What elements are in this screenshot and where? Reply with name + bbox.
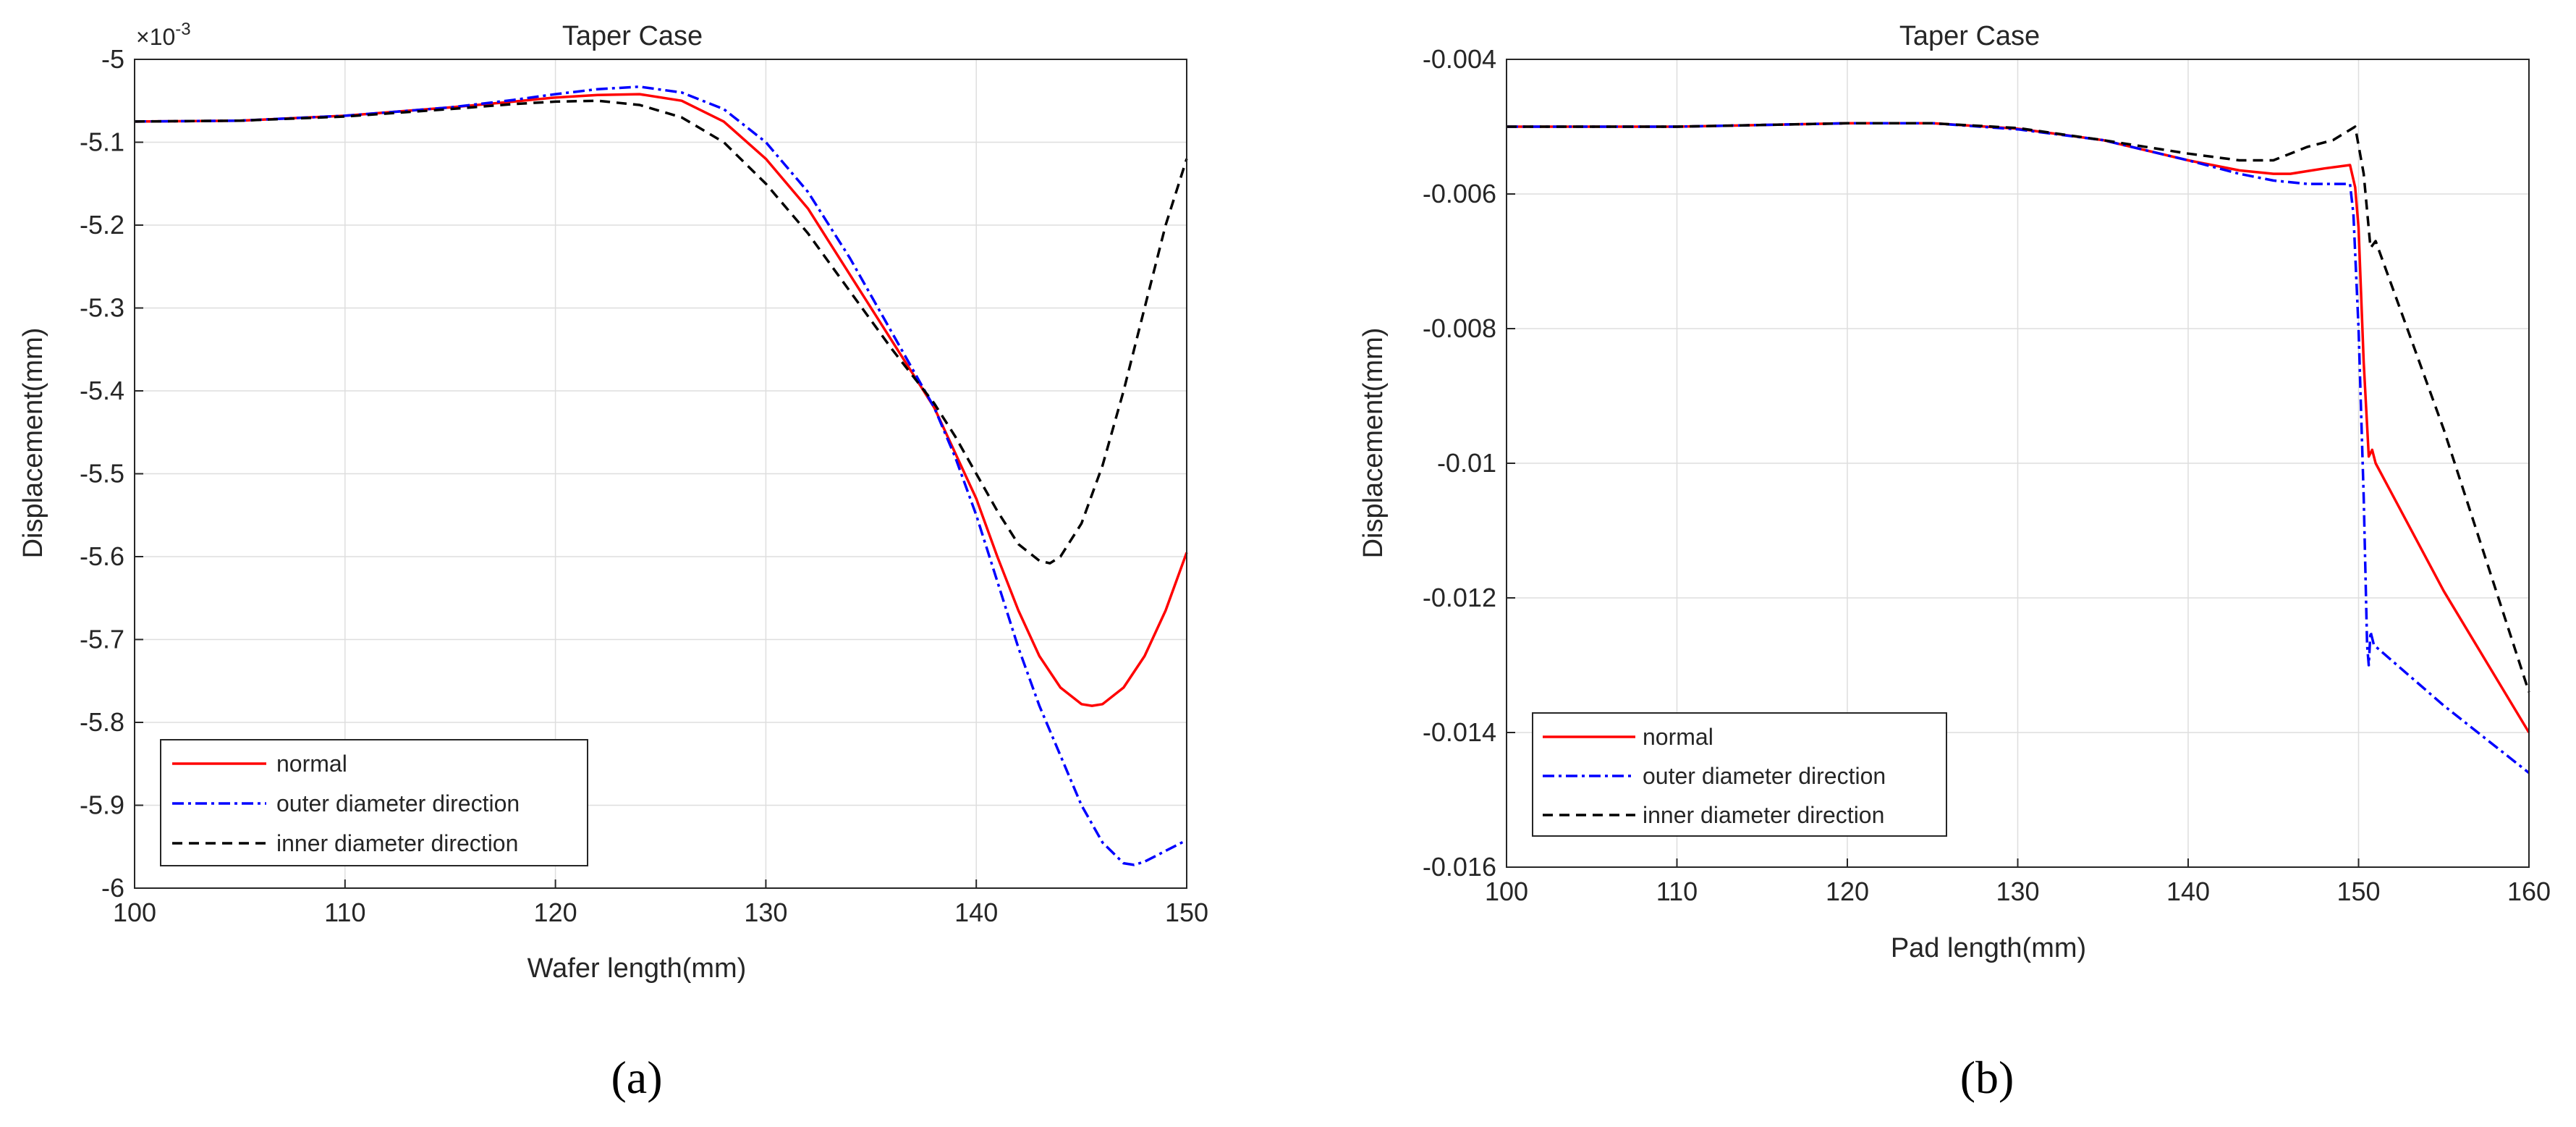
chart-a-series-inner-diameter-direction bbox=[134, 99, 1188, 565]
chart-b-legend: normal outer diameter direction inner di… bbox=[1532, 712, 1947, 837]
chart-b-xtick-label: 130 bbox=[1996, 877, 2039, 906]
chart-a-xtick-label: 140 bbox=[954, 898, 998, 927]
chart-a-y-multiplier: ×10-3 bbox=[136, 20, 191, 50]
chart-a-ytick-label: -5.3 bbox=[80, 293, 124, 323]
chart-b-ytick-label: -0.016 bbox=[1423, 852, 1496, 882]
chart-b-series-lines bbox=[1507, 122, 2530, 774]
chart-b-legend-label-inner: inner diameter direction bbox=[1643, 802, 1884, 828]
chart-a-ytick-label: -5 bbox=[101, 44, 124, 74]
chart-a-ytick-label: -6 bbox=[101, 873, 124, 903]
chart-b-ylabel: Displacement(mm) bbox=[1358, 328, 1389, 559]
chart-a-ytick-label: -5.4 bbox=[80, 376, 124, 405]
chart-a-legend: normal outer diameter direction inner di… bbox=[160, 739, 588, 866]
chart-panel-a: Taper Case ×10-3 Displacement(mm) Wafer … bbox=[18, 20, 1208, 1103]
chart-a-ytick-label: -5.1 bbox=[80, 127, 124, 157]
chart-b-ytick-label: -0.014 bbox=[1423, 717, 1496, 747]
chart-b-ytick-label: -0.008 bbox=[1423, 313, 1496, 343]
chart-b-xtick-label: 110 bbox=[1656, 877, 1698, 906]
chart-b-title: Taper Case bbox=[1899, 21, 2040, 51]
chart-a-xtick-label: 100 bbox=[113, 898, 156, 927]
chart-b-ytick-label: -0.01 bbox=[1437, 448, 1496, 478]
chart-a-legend-box bbox=[160, 739, 588, 866]
chart-b-ytick-label: -0.012 bbox=[1423, 583, 1496, 612]
chart-a-ytick-label: -5.2 bbox=[80, 210, 124, 240]
chart-b-xtick-label: 100 bbox=[1485, 877, 1528, 906]
chart-b-ytick-label: -0.004 bbox=[1423, 44, 1496, 74]
chart-b-xlabel: Pad length(mm) bbox=[1891, 933, 2086, 963]
chart-a-xtick-label: 120 bbox=[534, 898, 577, 927]
chart-a-series-normal bbox=[134, 93, 1188, 707]
chart-a-xtick-label: 150 bbox=[1165, 898, 1208, 927]
chart-b-ticks: 100 110 120 130 140 150 160 -0.004 -0.006 -0.008 -… bbox=[1423, 44, 2551, 906]
chart-a-ylabel: Displacement(mm) bbox=[18, 328, 48, 559]
chart-a-panel-label: (a) bbox=[611, 1052, 662, 1103]
chart-b-series-inner-diameter-direction bbox=[1507, 122, 2530, 693]
chart-a-xtick-label: 110 bbox=[324, 898, 365, 927]
chart-b-legend-label-outer: outer diameter direction bbox=[1643, 763, 1886, 789]
chart-b-legend-label-normal: normal bbox=[1643, 724, 1713, 750]
chart-a-xtick-label: 130 bbox=[744, 898, 787, 927]
chart-a-legend-label-outer: outer diameter direction bbox=[276, 790, 520, 816]
chart-panel-b: Taper Case Displacement(mm) Pad length(m… bbox=[1358, 21, 2551, 1103]
chart-a-ytick-label: -5.8 bbox=[80, 707, 124, 737]
chart-a-ytick-label: -5.5 bbox=[80, 459, 124, 489]
chart-a-ticks: 100 110 120 130 140 150 -5 -5.1 -5.2 -5.3 -5.4 -5.5… bbox=[80, 44, 1208, 927]
chart-a-ytick-label: -5.6 bbox=[80, 541, 124, 571]
chart-a-legend-label-normal: normal bbox=[276, 751, 347, 777]
chart-b-xtick-label: 160 bbox=[2507, 877, 2551, 906]
chart-a-ytick-label: -5.9 bbox=[80, 790, 124, 820]
chart-b-xtick-label: 150 bbox=[2336, 877, 2380, 906]
chart-a-series-lines bbox=[134, 85, 1188, 866]
chart-b-xtick-label: 120 bbox=[1826, 877, 1869, 906]
chart-a-y-multiplier-exponent: -3 bbox=[175, 20, 190, 39]
chart-b-ytick-label: -0.006 bbox=[1423, 179, 1496, 208]
chart-a-series-outer-diameter-direction bbox=[134, 85, 1187, 866]
chart-b-panel-label: (b) bbox=[1960, 1052, 2014, 1103]
chart-a-xlabel: Wafer length(mm) bbox=[528, 953, 747, 984]
chart-a-title: Taper Case bbox=[562, 21, 703, 51]
chart-a-ytick-label: -5.7 bbox=[80, 625, 124, 654]
chart-a-legend-label-inner: inner diameter direction bbox=[276, 830, 518, 856]
chart-b-xtick-label: 140 bbox=[2166, 877, 2210, 906]
